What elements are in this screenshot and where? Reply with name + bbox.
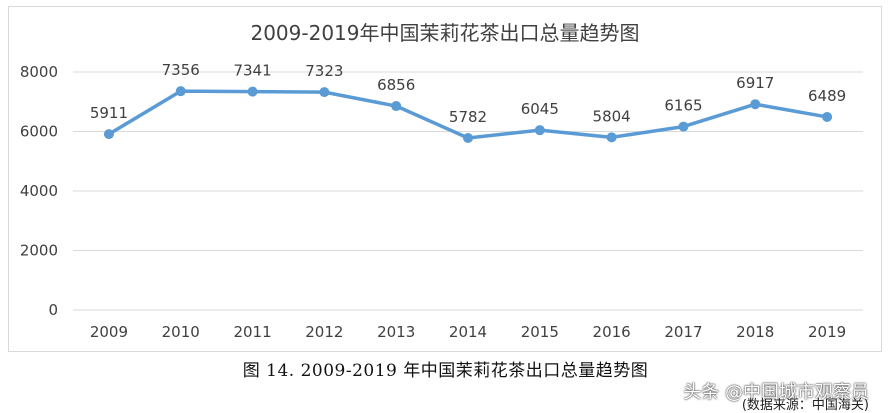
data-label: 7341 xyxy=(233,62,271,80)
data-label-layer: 5911 7356 7341 7323 6856 5782 6045 5804 6165 6917… xyxy=(90,61,846,126)
x-tick-label: 2014 xyxy=(449,323,487,341)
y-tick-label: 6000 xyxy=(20,123,58,141)
data-label: 6489 xyxy=(808,87,846,105)
y-tick-label: 2000 xyxy=(20,242,58,260)
data-point xyxy=(247,86,258,97)
data-point xyxy=(534,125,545,136)
data-label: 5804 xyxy=(593,107,631,125)
data-point xyxy=(678,121,689,132)
gridlines xyxy=(73,71,863,311)
x-tick-label: 2019 xyxy=(808,323,846,341)
source-note: (数据来源：中国海关) xyxy=(741,398,869,413)
data-label: 5782 xyxy=(449,108,487,126)
y-axis-tick-labels: 0 2000 4000 6000 8000 xyxy=(20,63,58,319)
data-point xyxy=(606,132,617,143)
data-point xyxy=(103,129,114,140)
x-tick-label: 2009 xyxy=(90,323,128,341)
data-point xyxy=(175,86,186,97)
data-label: 6045 xyxy=(521,100,559,118)
data-point xyxy=(391,101,402,112)
y-tick-label: 8000 xyxy=(20,63,58,81)
data-point xyxy=(319,87,330,98)
data-point xyxy=(822,111,833,122)
data-label: 5911 xyxy=(90,104,128,122)
data-label: 6165 xyxy=(664,97,702,115)
data-label: 6856 xyxy=(377,76,415,94)
watermark: 头条 @中国城市观察员 xyxy=(683,382,869,403)
x-tick-label: 2011 xyxy=(233,323,271,341)
line-chart: 2009-2019年中国茉莉花茶出口总量趋势图 0 2000 4000 6000 800… xyxy=(20,21,863,341)
x-tick-label: 2013 xyxy=(377,323,415,341)
x-tick-label: 2016 xyxy=(593,323,631,341)
chart-title: 2009-2019年中国茉莉花茶出口总量趋势图 xyxy=(250,21,639,45)
x-tick-label: 2018 xyxy=(736,323,774,341)
figure-caption: 图 14. 2009-2019 年中国茉莉花茶出口总量趋势图 xyxy=(242,361,649,381)
x-tick-label: 2010 xyxy=(162,323,200,341)
data-label: 7356 xyxy=(162,61,200,79)
data-label: 7323 xyxy=(305,62,343,80)
x-tick-label: 2017 xyxy=(664,323,702,341)
data-label: 6917 xyxy=(736,74,774,92)
y-tick-label: 4000 xyxy=(20,182,58,200)
series-line-layer xyxy=(103,86,833,143)
data-point xyxy=(750,99,761,110)
x-axis-tick-labels: 2009 2010 2011 2012 2013 2014 2015 2016 2017 2018… xyxy=(90,323,846,341)
x-tick-label: 2015 xyxy=(521,323,559,341)
x-tick-label: 2012 xyxy=(305,323,343,341)
data-point xyxy=(463,132,473,143)
chart-frame xyxy=(8,6,882,352)
y-tick-label: 0 xyxy=(48,301,58,319)
